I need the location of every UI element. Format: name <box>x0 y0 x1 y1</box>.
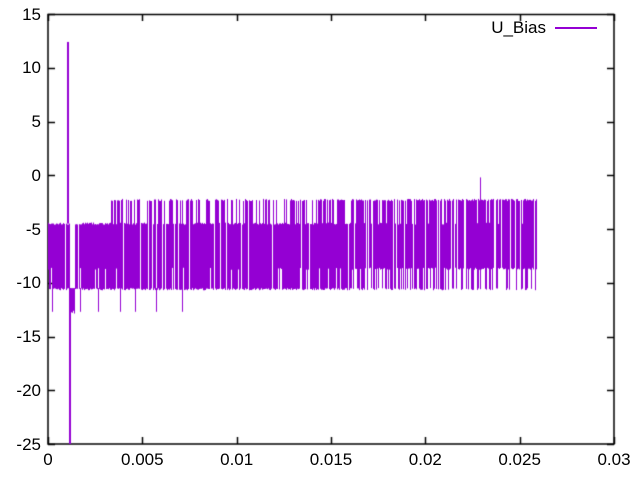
x-tick-label: 0.01 <box>220 450 254 469</box>
y-tick-label: 10 <box>22 58 41 78</box>
y-tick-label: 15 <box>22 4 41 24</box>
x-tick-label: 0.025 <box>498 450 541 469</box>
y-tick-label: -5 <box>25 219 41 239</box>
y-tick-label: -10 <box>16 273 41 293</box>
y-tick-label: -20 <box>16 380 41 400</box>
y-tick-label: 0 <box>31 165 41 185</box>
x-tick-label: 0.02 <box>408 450 442 469</box>
legend-line-sample <box>555 27 597 29</box>
legend-label: U_Bias <box>491 18 546 37</box>
x-tick-label: 0 <box>43 450 53 469</box>
x-tick-label: 0.015 <box>309 450 353 469</box>
y-tick-label: -15 <box>16 327 41 346</box>
x-tick-label: 0.005 <box>121 450 164 469</box>
x-tick-label: 0.03 <box>597 450 631 469</box>
y-tick-label: -25 <box>16 434 41 454</box>
y-tick-label: 5 <box>31 112 41 131</box>
legend: U_Bias <box>491 18 597 38</box>
